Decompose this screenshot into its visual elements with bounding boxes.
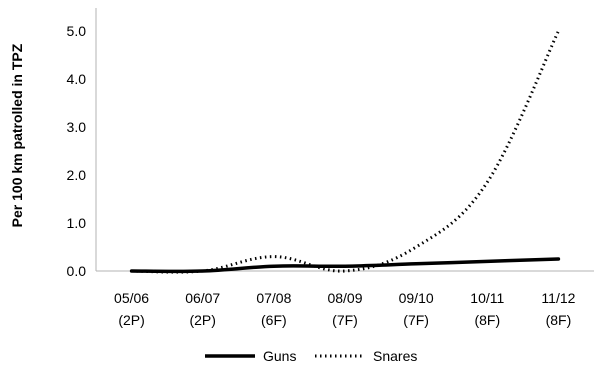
y-tick-label: 4.0: [67, 71, 87, 87]
x-tick-label: 05/06: [114, 290, 149, 306]
y-tick-label: 1.0: [67, 215, 87, 231]
series-line-snares: [131, 30, 560, 274]
y-tick-label: 5.0: [67, 23, 87, 39]
x-tick-label: 07/08: [256, 290, 291, 306]
legend: Guns Snares: [205, 348, 417, 364]
x-tick-label: 10/11: [470, 290, 504, 306]
x-tick-label: 06/07: [185, 290, 220, 306]
x-tick-sublabel: (8F): [546, 312, 572, 328]
y-tick-label: 3.0: [67, 119, 87, 135]
y-tick-label: 0.0: [67, 263, 87, 279]
x-tick-label: 11/12: [541, 290, 575, 306]
y-axis-label: Per 100 km patrolled in TPZ: [9, 43, 25, 227]
x-tick-sublabel: (8F): [474, 312, 500, 328]
x-tick-sublabel: (2P): [189, 312, 215, 328]
y-tick-label: 2.0: [67, 167, 87, 183]
x-tick-labels: 05/06 (2P) 06/07 (2P) 07/08 (6F) 08/09 (7F) 09/1…: [114, 290, 576, 328]
x-tick-sublabel: (7F): [403, 312, 429, 328]
y-tick-labels: 0.0 1.0 2.0 3.0 4.0 5.0: [67, 23, 87, 279]
series-lines: [129, 30, 561, 274]
axes: [95, 8, 594, 272]
series-line-guns: [129, 257, 561, 274]
x-tick-sublabel: (6F): [261, 312, 287, 328]
legend-label-guns: Guns: [263, 348, 296, 364]
x-tick-label: 08/09: [327, 290, 362, 306]
x-tick-sublabel: (7F): [332, 312, 358, 328]
x-tick-label: 09/10: [399, 290, 434, 306]
legend-label-snares: Snares: [373, 348, 417, 364]
x-tick-sublabel: (2P): [118, 312, 144, 328]
